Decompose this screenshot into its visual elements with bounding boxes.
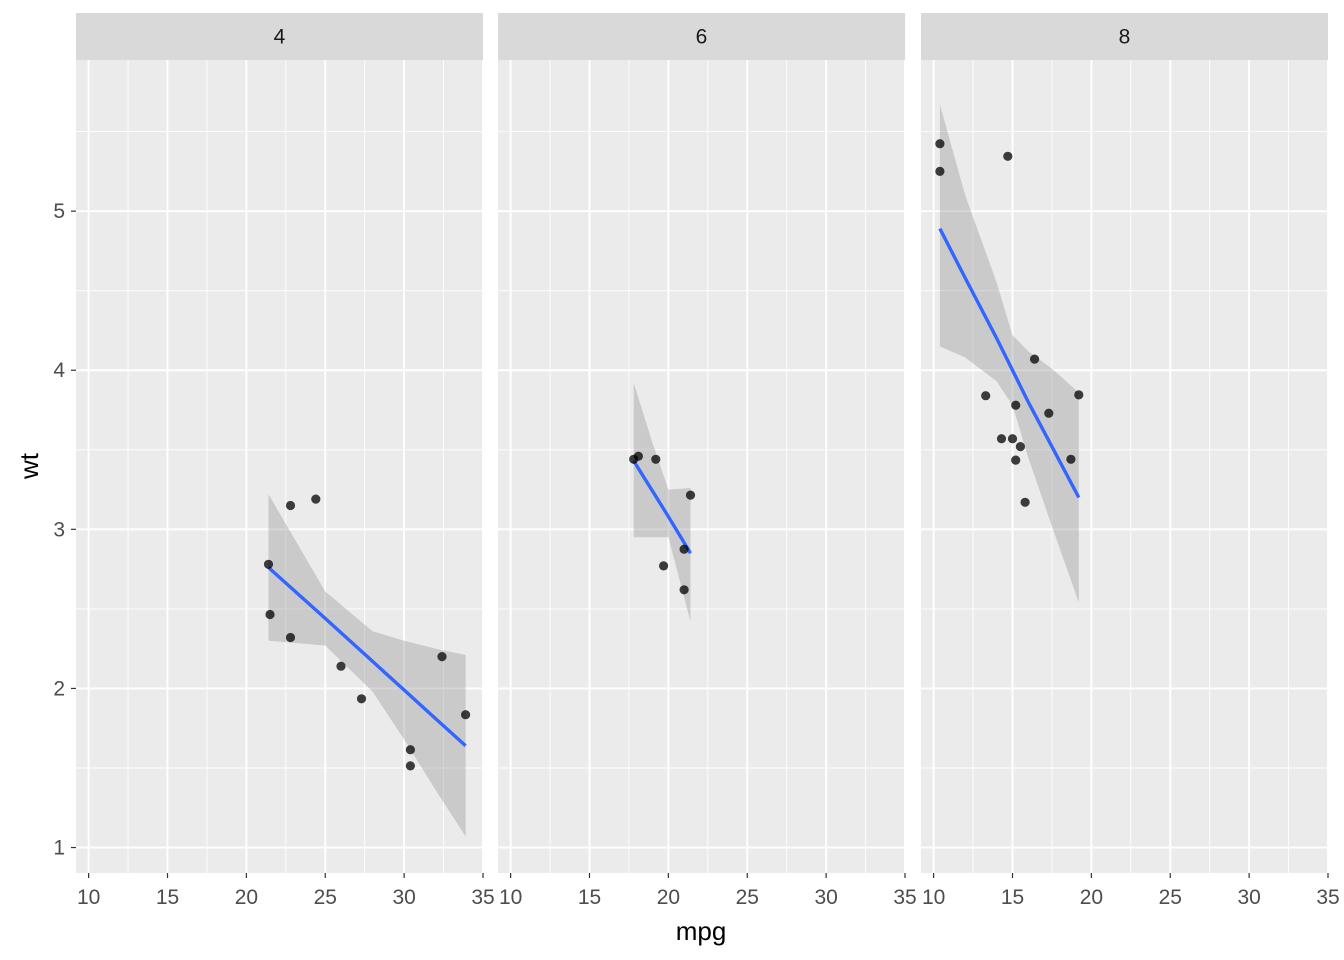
- x-tick-label: 20: [235, 886, 258, 909]
- panel-background: [76, 60, 483, 873]
- facet-panel-4: 4 10 15 20 25 30 35: [76, 13, 495, 909]
- data-point: [405, 745, 415, 755]
- y-tick-label: 3: [53, 518, 65, 541]
- x-tick-label: 35: [471, 886, 494, 909]
- x-tick-label: 35: [1316, 886, 1339, 909]
- confidence-band: [268, 494, 466, 837]
- facet-strip: [921, 13, 1328, 60]
- data-point: [1044, 408, 1054, 418]
- x-axis-title: mpg: [676, 916, 727, 946]
- facet-strip: [76, 13, 483, 60]
- data-point: [981, 391, 991, 401]
- data-point: [679, 585, 689, 595]
- y-tick-label: 1: [53, 837, 65, 860]
- data-point: [1074, 390, 1084, 400]
- data-point: [1066, 454, 1076, 464]
- facet-strip-label: 8: [1119, 26, 1131, 49]
- x-tick-label: 30: [392, 886, 415, 909]
- x-tick-label: 10: [499, 886, 522, 909]
- data-point: [1011, 400, 1021, 410]
- data-point: [311, 494, 321, 504]
- x-tick-label: 35: [893, 886, 916, 909]
- x-tick-label: 30: [814, 886, 837, 909]
- data-point: [659, 561, 669, 571]
- data-point: [405, 761, 415, 771]
- data-point: [265, 609, 275, 620]
- x-tick-label: 30: [1237, 886, 1260, 909]
- x-tick-label: 10: [77, 886, 100, 909]
- panels-layer: 4 10 15 20 25 30 35 6 10 15 20 25 30 35 8 10 15 20 25 30 35: [76, 13, 1340, 909]
- x-tick-label: 25: [314, 886, 337, 909]
- facet-panel-6: 6 10 15 20 25 30 35: [498, 13, 917, 909]
- data-point: [1030, 354, 1040, 364]
- data-point: [685, 490, 696, 500]
- data-point: [263, 559, 274, 569]
- data-point: [679, 544, 689, 554]
- facet-strip-label: 4: [274, 26, 286, 49]
- y-axis-title: wt: [14, 452, 44, 480]
- data-point: [935, 139, 945, 149]
- facet-strip-label: 6: [696, 26, 708, 49]
- data-point: [1011, 455, 1021, 465]
- data-point: [629, 454, 639, 464]
- y-tick-label: 2: [53, 677, 65, 700]
- regression-line: [632, 460, 692, 555]
- y-tick-label: 4: [53, 359, 65, 382]
- x-tick-label: 15: [1001, 886, 1024, 909]
- confidence-band: [633, 383, 691, 622]
- data-point: [935, 166, 945, 176]
- data-point: [1007, 434, 1018, 444]
- regression-line: [267, 566, 467, 747]
- data-point: [1003, 151, 1013, 161]
- x-tick-label: 20: [657, 886, 680, 909]
- x-tick-label: 15: [578, 886, 601, 909]
- data-point: [651, 454, 661, 464]
- y-tick-label: 5: [53, 200, 65, 223]
- data-point: [996, 434, 1007, 444]
- facet-strip: [498, 13, 905, 60]
- facet-panel-8: 8 10 15 20 25 30 35: [921, 13, 1340, 909]
- data-point: [1020, 497, 1030, 507]
- data-point: [1015, 442, 1025, 452]
- y-axis: 1 2 3 4 5: [53, 200, 76, 860]
- confidence-band: [939, 104, 1079, 603]
- x-tick-label: 25: [1159, 886, 1182, 909]
- x-tick-label: 20: [1080, 886, 1103, 909]
- x-tick-label: 15: [156, 886, 179, 909]
- data-point: [437, 652, 447, 662]
- data-point: [336, 661, 346, 671]
- data-point: [285, 500, 296, 511]
- data-point: [356, 694, 367, 704]
- data-point: [285, 632, 296, 643]
- x-tick-label: 25: [736, 886, 759, 909]
- panel-background: [921, 60, 1328, 873]
- x-tick-label: 10: [922, 886, 945, 909]
- data-point: [461, 710, 471, 720]
- regression-line: [938, 227, 1081, 499]
- panel-background: [498, 60, 905, 873]
